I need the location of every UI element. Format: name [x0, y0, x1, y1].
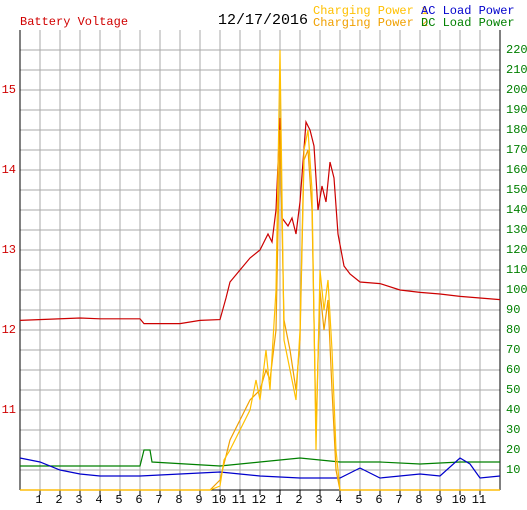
- y-tick-label: 12: [2, 323, 16, 337]
- x-tick-label: 2: [55, 493, 62, 507]
- x-tick-label: 1: [275, 493, 282, 507]
- y2-tick-label: 120: [506, 243, 527, 257]
- y-tick-label: 15: [2, 83, 16, 97]
- chart-title: 12/17/2016: [218, 12, 308, 29]
- y-tick-label: 14: [2, 163, 16, 177]
- x-tick-label: 8: [175, 493, 182, 507]
- x-tick-label: 2: [295, 493, 302, 507]
- x-tick-label: 9: [435, 493, 442, 507]
- x-tick-label: 10: [212, 493, 226, 507]
- y2-tick-label: 60: [506, 363, 520, 377]
- y2-tick-label: 210: [506, 63, 527, 77]
- x-tick-label: 6: [375, 493, 382, 507]
- y2-tick-label: 140: [506, 203, 527, 217]
- y2-tick-label: 80: [506, 323, 520, 337]
- y-axis-label: Battery Voltage: [20, 15, 128, 29]
- y2-tick-label: 70: [506, 343, 520, 357]
- y-tick-label: 13: [2, 243, 16, 257]
- x-tick-label: 7: [395, 493, 402, 507]
- x-tick-label: 4: [95, 493, 102, 507]
- legend-label: AC Load Power: [421, 4, 515, 18]
- x-tick-label: 4: [335, 493, 342, 507]
- y2-tick-label: 180: [506, 123, 527, 137]
- y2-tick-label: 50: [506, 383, 520, 397]
- y2-tick-label: 10: [506, 463, 520, 477]
- x-tick-label: 8: [415, 493, 422, 507]
- y2-tick-label: 130: [506, 223, 527, 237]
- y2-tick-label: 100: [506, 283, 527, 297]
- y2-tick-label: 40: [506, 403, 520, 417]
- data-line: [20, 49, 500, 491]
- x-tick-label: 11: [472, 493, 486, 507]
- data-line: [20, 129, 500, 491]
- y2-tick-label: 190: [506, 103, 527, 117]
- y2-tick-label: 170: [506, 143, 527, 157]
- legend-label: Charging Power 2: [313, 16, 428, 30]
- x-tick-label: 6: [135, 493, 142, 507]
- data-line: [20, 449, 500, 467]
- y2-tick-label: 160: [506, 163, 527, 177]
- x-tick-label: 5: [355, 493, 362, 507]
- x-tick-label: 1: [35, 493, 42, 507]
- y2-tick-label: 200: [506, 83, 527, 97]
- x-tick-label: 7: [155, 493, 162, 507]
- data-line: [19, 457, 501, 479]
- x-tick-label: 11: [232, 493, 246, 507]
- data-line: [19, 117, 501, 325]
- x-tick-label: 9: [195, 493, 202, 507]
- y2-tick-label: 30: [506, 423, 520, 437]
- x-tick-label: 12: [252, 493, 266, 507]
- y-tick-label: 11: [2, 403, 16, 417]
- x-tick-label: 3: [315, 493, 322, 507]
- x-tick-label: 3: [75, 493, 82, 507]
- y2-tick-label: 90: [506, 303, 520, 317]
- x-tick-label: 10: [452, 493, 466, 507]
- y2-tick-label: 220: [506, 43, 527, 57]
- y2-tick-label: 150: [506, 183, 527, 197]
- x-tick-label: 5: [115, 493, 122, 507]
- y2-tick-label: 110: [506, 263, 527, 277]
- y2-tick-label: 20: [506, 443, 520, 457]
- legend-label: DC Load Power: [421, 16, 515, 30]
- legend-label: Charging Power 1: [313, 4, 428, 18]
